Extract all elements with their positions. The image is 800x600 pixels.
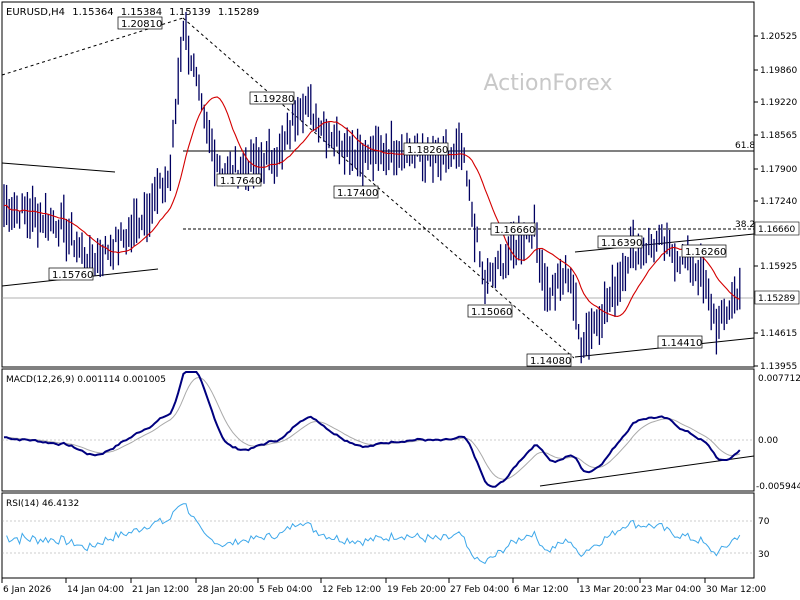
header-close: 1.15289 — [218, 7, 259, 18]
header-open: 1.15364 — [72, 7, 113, 18]
rsi-panel — [1, 492, 755, 579]
annotation-box — [117, 16, 163, 30]
annotation-label: 1.14080 — [530, 356, 571, 367]
price-axis-label: 1.17240 — [760, 197, 797, 207]
annotation-label: 1.16660 — [494, 225, 535, 236]
time-axis-label: 27 Feb 04:00 — [450, 585, 509, 595]
annotation-box — [249, 91, 295, 105]
current-price-text: 1.15289 — [758, 294, 795, 304]
rsi-axis-70: 70 — [758, 517, 770, 527]
annotation-label: 1.15060 — [471, 307, 512, 318]
annotation-label: 1.20810 — [121, 19, 162, 30]
time-axis-label: 28 Jan 20:00 — [197, 585, 254, 595]
macd-label: MACD(12,26,9) 0.001114 0.001005 — [6, 375, 166, 385]
annotation-label: 1.16260 — [685, 247, 726, 258]
rsi-axis-30: 30 — [758, 550, 770, 560]
annotation-box — [403, 142, 449, 156]
annotation-label: 1.17400 — [337, 188, 378, 199]
price-axis-label: 1.20525 — [760, 32, 797, 42]
level-price-tag — [754, 221, 800, 236]
macd-signal-line — [3, 376, 740, 480]
macd-panel — [1, 368, 755, 492]
time-axis-label: 5 Feb 04:00 — [259, 585, 313, 595]
svg-text:EURUSD,H4 1.15364 1.15: EURUSD,H4 1.15364 1.15384 1.15139 1.1528… — [6, 7, 259, 18]
level-price-text: 1.16660 — [758, 225, 795, 235]
annotation-label: 1.15760 — [52, 270, 93, 281]
annotation-box — [48, 267, 94, 281]
time-axis-label: 23 Mar 04:00 — [641, 585, 701, 595]
price-panel — [1, 1, 755, 368]
watermark: ActionForex — [484, 71, 613, 96]
time-axis-label: 30 Mar 12:00 — [706, 585, 766, 595]
moving-average-line — [3, 96, 741, 317]
annotation-box — [490, 222, 536, 236]
header-high: 1.15384 — [121, 7, 162, 18]
time-axis-label: 14 Jan 04:00 — [67, 585, 124, 595]
macd-axis-zero: 0.00 — [758, 436, 778, 446]
header-low: 1.15139 — [169, 7, 210, 18]
annotation-label: 1.14410 — [661, 338, 702, 349]
time-axis-label: 12 Feb 12:00 — [322, 585, 381, 595]
fib-label-38: 38.2 — [735, 220, 755, 230]
annotation-label: 1.16390 — [601, 238, 642, 249]
price-axis-label: 1.19220 — [760, 98, 797, 108]
annotation-box — [216, 173, 262, 187]
time-axis-label: 21 Jan 12:00 — [132, 585, 189, 595]
macd-axis-bottom: -0.005944 — [756, 482, 800, 492]
price-axis-label: 1.13955 — [760, 362, 797, 372]
price-axis-label: 1.17900 — [760, 165, 797, 175]
header-symbol: EURUSD,H4 — [6, 7, 65, 18]
time-axis: 6 Jan 2026 14 Jan 04:00 21 Jan 12:00 28 Jan… — [1, 578, 766, 595]
rsi-label: RSI(14) 46.4132 — [6, 499, 79, 509]
price-axis-label: 1.15925 — [760, 262, 797, 272]
annotation-label: 1.17640 — [220, 176, 261, 187]
price-axis-label: 1.18565 — [760, 131, 797, 141]
fib-label-61: 61.8 — [735, 141, 755, 151]
macd-line — [3, 371, 741, 488]
annotation-box — [333, 185, 379, 199]
time-axis-label: 6 Jan 2026 — [3, 585, 51, 595]
price-axis-label: 1.19860 — [760, 66, 797, 76]
annotation-box — [597, 235, 643, 249]
time-axis-label: 13 Mar 20:00 — [579, 585, 639, 595]
price-axis: 1.20525 1.19860 1.19220 1.18565 1.17900 1.172… — [754, 32, 797, 372]
macd-axis-top: 0.007712 — [758, 374, 800, 384]
price-axis-label: 1.14615 — [760, 329, 797, 339]
rsi-line — [6, 503, 741, 565]
annotation-label: 1.19280 — [253, 94, 294, 105]
annotation-box — [657, 335, 703, 349]
annotation-box — [526, 353, 572, 367]
annotation-box — [467, 304, 513, 318]
current-price-tag — [754, 290, 800, 305]
price-annotations: 1.20810 1.19280 1.18260 1.17640 1.17400 1.166… — [48, 16, 727, 367]
time-axis-label: 19 Feb 20:00 — [387, 585, 446, 595]
time-axis-label: 6 Mar 12:00 — [514, 585, 569, 595]
annotation-label: 1.18260 — [407, 145, 448, 156]
annotation-box — [681, 244, 727, 258]
